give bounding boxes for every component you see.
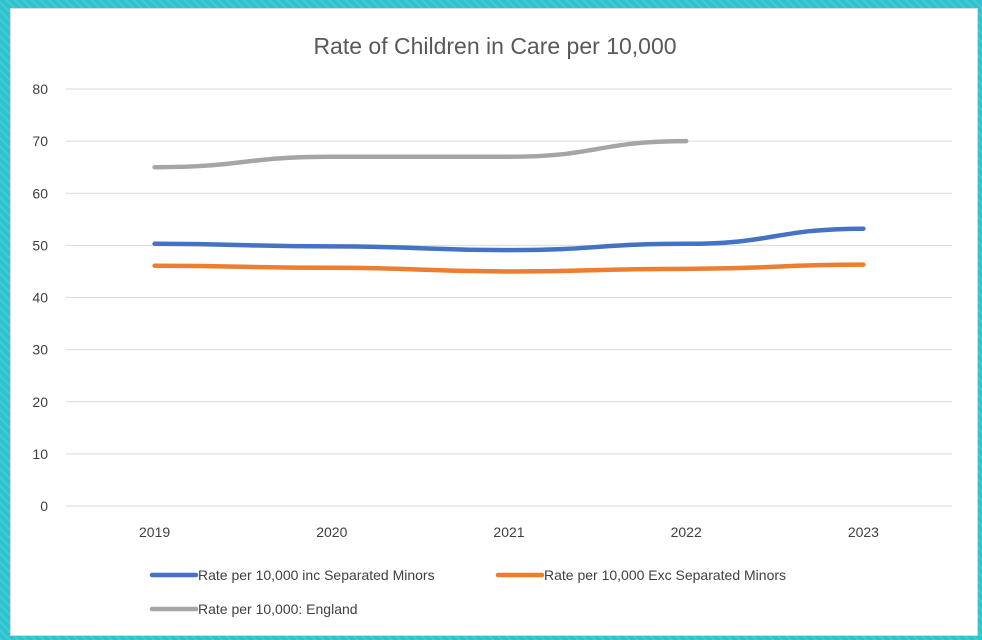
y-tick-label: 80 xyxy=(32,81,48,97)
legend-label-2: Rate per 10,000 Exc Separated Minors xyxy=(544,567,786,583)
y-tick-label: 20 xyxy=(32,394,48,410)
y-axis-ticks: 0 10 20 30 40 50 60 70 80 xyxy=(32,81,48,514)
legend-label-1: Rate per 10,000 inc Separated Minors xyxy=(198,567,435,583)
y-tick-label: 70 xyxy=(32,133,48,149)
x-axis-ticks: 2019 2020 2021 2022 2023 xyxy=(139,524,879,540)
y-tick-label: 10 xyxy=(32,446,48,462)
y-tick-label: 60 xyxy=(32,185,48,201)
series-layer xyxy=(152,138,866,274)
x-tick-label: 2020 xyxy=(316,524,347,540)
x-tick-label: 2019 xyxy=(139,524,170,540)
y-tick-label: 50 xyxy=(32,237,48,253)
x-tick-label: 2023 xyxy=(848,524,879,540)
legend: Rate per 10,000 inc Separated Minors Rate… xyxy=(149,567,786,617)
grid-layer xyxy=(66,88,952,507)
y-tick-label: 40 xyxy=(32,290,48,306)
x-tick-label: 2021 xyxy=(493,524,524,540)
series-line-2 xyxy=(152,262,866,274)
x-tick-label: 2022 xyxy=(671,524,702,540)
series-line-3 xyxy=(152,138,689,170)
chart-card xyxy=(10,8,978,636)
chart-title: Rate of Children in Care per 10,000 xyxy=(313,33,676,59)
y-tick-label: 30 xyxy=(32,342,48,358)
legend-label-3: Rate per 10,000: England xyxy=(198,601,358,617)
y-tick-label: 0 xyxy=(40,498,48,514)
series-line-1 xyxy=(152,226,866,253)
